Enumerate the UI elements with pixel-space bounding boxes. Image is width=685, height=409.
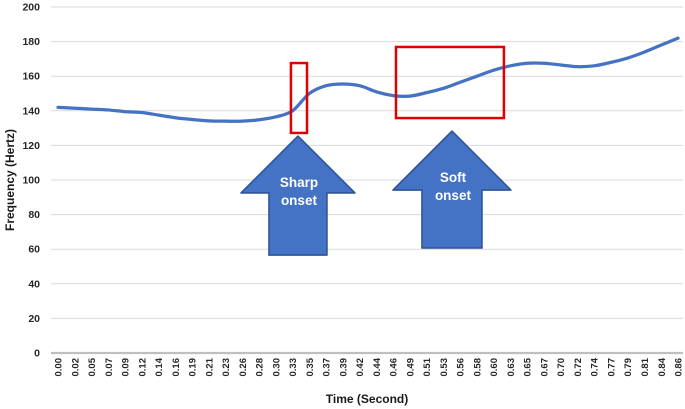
soft-onset-arrow-label: onset <box>435 188 472 203</box>
x-tick-label: 0.00 <box>54 358 65 377</box>
y-axis-title: Frequency (Hertz) <box>3 129 17 231</box>
y-tick-label: 20 <box>28 313 40 325</box>
x-tick-label: 0.26 <box>238 358 249 377</box>
y-tick-label: 0 <box>34 348 40 360</box>
x-tick-label: 0.86 <box>674 358 685 377</box>
x-tick-label: 0.53 <box>439 358 450 377</box>
x-tick-label: 0.72 <box>573 358 584 377</box>
x-tick-label: 0.30 <box>271 358 282 377</box>
y-tick-label: 60 <box>28 244 40 256</box>
y-tick-label: 140 <box>22 105 40 117</box>
x-tick-label: 0.74 <box>590 357 601 376</box>
sharp-onset-box <box>289 61 309 135</box>
x-tick-label: 0.60 <box>489 358 500 377</box>
soft-onset-arrow-label: Soft <box>440 170 467 185</box>
x-tick-label: 0.77 <box>606 358 617 377</box>
y-tick-label: 180 <box>22 36 40 48</box>
y-tick-label: 100 <box>22 175 40 187</box>
soft-onset-box <box>394 45 506 120</box>
gridlines <box>51 6 683 355</box>
x-tick-label: 0.14 <box>154 357 165 376</box>
x-tick-label: 0.65 <box>523 357 534 376</box>
x-tick-label: 0.19 <box>188 358 199 377</box>
x-tick-label: 0.63 <box>506 358 517 377</box>
x-tick-label: 0.12 <box>137 358 148 377</box>
x-tick-label: 0.02 <box>70 358 81 377</box>
x-tick-label: 0.39 <box>338 358 349 377</box>
frequency-series-path <box>56 36 680 123</box>
x-tick-label: 0.05 <box>87 357 98 376</box>
x-tick-label: 0.46 <box>389 358 400 377</box>
x-tick-label: 0.79 <box>623 358 634 377</box>
x-tick-label: 0.70 <box>556 358 567 377</box>
y-tick-label: 160 <box>22 71 40 83</box>
x-axis-tick-labels: 0.00 0.02 0.05 0.07 0.09 0.12 0.14 0.16 0.19 0.21… <box>54 357 685 376</box>
x-tick-label: 0.42 <box>355 358 366 377</box>
x-tick-label: 0.33 <box>288 358 299 377</box>
x-tick-label: 0.81 <box>640 357 651 376</box>
x-tick-label: 0.44 <box>372 357 383 376</box>
y-axis-tick-labels: 0 20 40 60 80 100 120 140 160 180 200 <box>22 2 40 360</box>
y-tick-label: 40 <box>28 278 40 290</box>
x-tick-label: 0.49 <box>405 358 416 377</box>
x-tick-label: 0.35 <box>305 357 316 376</box>
x-tick-label: 0.37 <box>322 358 333 377</box>
sharp-onset-arrow-label: Sharp <box>280 175 318 190</box>
x-tick-label: 0.09 <box>121 358 132 377</box>
y-tick-label: 120 <box>22 140 40 152</box>
x-tick-label: 0.56 <box>456 358 467 377</box>
soft-onset-arrow <box>392 130 512 249</box>
x-tick-label: 0.51 <box>422 357 433 376</box>
annotations: Sharp onset Soft onset <box>240 45 512 256</box>
x-tick-label: 0.58 <box>472 358 483 377</box>
x-tick-label: 0.67 <box>539 358 550 377</box>
sharp-onset-arrow <box>240 135 356 256</box>
x-tick-label: 0.07 <box>104 358 115 377</box>
sharp-onset-arrow-label: onset <box>281 193 318 208</box>
x-tick-label: 0.21 <box>204 357 215 376</box>
frequency-line <box>56 36 680 123</box>
x-tick-label: 0.84 <box>657 357 668 376</box>
y-tick-label: 200 <box>22 2 40 14</box>
x-tick-label: 0.16 <box>171 358 182 377</box>
x-tick-label: 0.23 <box>221 358 232 377</box>
x-tick-label: 0.28 <box>255 358 266 377</box>
x-axis-title: Time (Second) <box>326 392 408 406</box>
y-tick-label: 80 <box>28 209 40 221</box>
